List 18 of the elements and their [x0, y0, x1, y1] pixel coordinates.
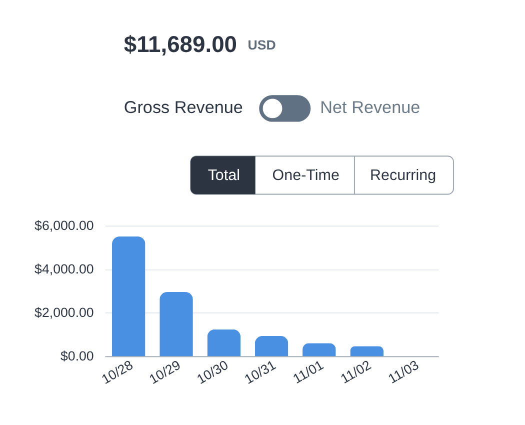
chart-subtitle: USD — [248, 37, 276, 52]
y-tick-label: $0.00 — [60, 348, 94, 364]
x-tick-label: 11/01 — [290, 357, 326, 386]
text: Total — [208, 166, 240, 184]
bar — [112, 236, 146, 356]
bar — [302, 343, 336, 356]
y-tick-label: $6,000.00 — [34, 218, 94, 233]
y-tick-label: $4,000.00 — [34, 261, 94, 276]
y-tick-label: $2,000.00 — [34, 304, 94, 320]
bar — [207, 329, 241, 356]
text: Gross Revenue — [124, 97, 243, 118]
chart-title: $11,689.00 — [124, 31, 238, 58]
text: One-Time — [272, 166, 340, 184]
bar — [254, 336, 288, 356]
text: Recurring — [370, 166, 436, 184]
text: Net Revenue — [320, 97, 420, 118]
bar — [160, 292, 193, 356]
bar — [350, 346, 384, 356]
